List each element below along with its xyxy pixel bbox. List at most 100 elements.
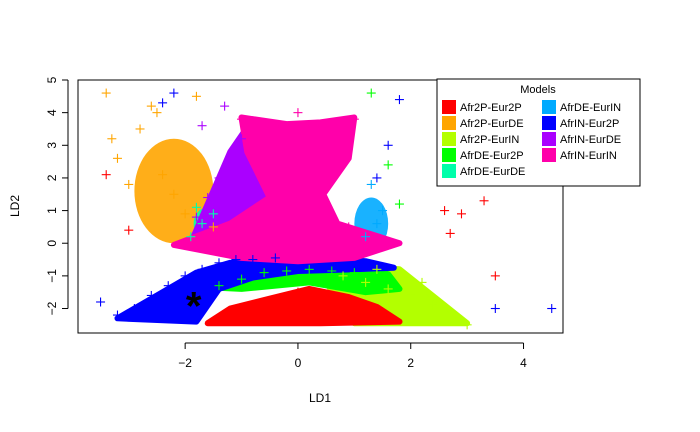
point-afr2p-eur2p xyxy=(338,300,348,310)
point-afrin-eur2p xyxy=(270,253,280,263)
y-tick-label: 4 xyxy=(45,109,59,116)
legend-swatch xyxy=(542,148,556,162)
point-afrde-eur2p xyxy=(214,281,224,291)
point-afr2p-eurde xyxy=(112,153,122,163)
y-tick-label: −2 xyxy=(45,301,59,315)
x-axis: −2 0 2 4 xyxy=(178,342,527,370)
point-afr2p-eurde xyxy=(208,222,218,232)
point-afr2p-eur2p xyxy=(378,307,388,317)
highlight-marker: * xyxy=(186,285,202,329)
legend-label: AfrIN-EurDE xyxy=(560,134,621,146)
legend-title: Models xyxy=(520,84,556,96)
point-afrin-eur2p xyxy=(180,271,190,281)
point-afrde-eur2p xyxy=(259,268,269,278)
point-afrde-eurin xyxy=(372,219,382,229)
point-afr2p-eur2p xyxy=(479,196,489,206)
legend-label: AfrIN-Eur2P xyxy=(560,118,619,130)
legend-label: AfrIN-EurIN xyxy=(560,150,617,162)
y-tick-label: 2 xyxy=(45,174,59,181)
point-afrin-eurin xyxy=(344,222,354,232)
point-afr2p-eur2p xyxy=(248,300,258,310)
point-afr2p-eur2p xyxy=(293,287,303,297)
legend-item-afrde-eurde: AfrDE-EurDE xyxy=(442,164,525,178)
point-afrde-eur2p xyxy=(282,266,292,276)
point-afr2p-eurin xyxy=(361,277,371,287)
point-afr2p-eurde xyxy=(101,88,111,98)
legend-label: Afr2P-EurIN xyxy=(460,134,519,146)
point-afrde-eurde xyxy=(191,202,201,212)
point-afr2p-eurde xyxy=(107,134,117,144)
point-afr2p-eurde xyxy=(146,101,156,111)
legend-swatch xyxy=(542,132,556,146)
point-afr2p-eurde xyxy=(180,209,190,219)
point-afrin-eurde xyxy=(220,101,230,111)
legend-swatch xyxy=(442,164,456,178)
point-afrde-eurde xyxy=(208,209,218,219)
point-afr2p-eurin xyxy=(383,284,393,294)
point-afrin-eur2p xyxy=(197,264,207,274)
legend-swatch xyxy=(442,132,456,146)
point-afrin-eurin xyxy=(293,108,303,118)
point-afr2p-eur2p xyxy=(124,225,134,235)
point-afrin-eurin xyxy=(327,238,337,248)
point-afrin-eurde xyxy=(197,121,207,131)
legend-swatch xyxy=(442,116,456,130)
point-afrin-eur2p xyxy=(547,304,557,314)
point-afrin-eurin xyxy=(259,238,269,248)
legend-label: AfrDE-Eur2P xyxy=(460,150,524,162)
legend: Models Afr2P-Eur2P Afr2P-EurDE Afr2P-EurIN… xyxy=(436,78,641,187)
point-afrin-eurde xyxy=(191,212,201,222)
point-afr2p-eurin xyxy=(406,290,416,300)
point-afr2p-eur2p xyxy=(445,228,455,238)
legend-item-afrin-eurde: AfrIN-EurDE xyxy=(542,132,621,146)
point-afr2p-eurde xyxy=(158,170,168,180)
point-afr2p-eurde xyxy=(135,124,145,134)
y-tick-label: 1 xyxy=(45,207,59,214)
legend-item-afrde-eurin: AfrDE-EurIN xyxy=(542,100,621,114)
point-afrin-eurin xyxy=(242,222,252,232)
point-afrin-eurde xyxy=(237,134,247,144)
y-tick-label: 0 xyxy=(45,240,59,247)
point-afrde-eurin xyxy=(378,206,388,216)
point-afr2p-eurin xyxy=(338,271,348,281)
point-afr2p-eur2p xyxy=(101,170,111,180)
point-afr2p-eurde xyxy=(191,91,201,101)
point-afrde-eurde xyxy=(186,232,196,242)
point-afr2p-eur2p xyxy=(316,297,325,307)
legend-swatch xyxy=(442,100,456,114)
x-tick-label: 2 xyxy=(407,356,414,370)
point-afrin-eurin xyxy=(321,124,331,134)
point-afrin-eurde xyxy=(203,193,213,203)
legend-swatch xyxy=(542,116,556,130)
point-afr2p-eur2p xyxy=(490,271,500,281)
point-afr2p-eur2p xyxy=(361,304,371,314)
legend-swatch xyxy=(542,100,556,114)
point-afrde-eur2p xyxy=(237,274,247,284)
point-afr2p-eurde xyxy=(169,189,179,199)
x-tick-label: −2 xyxy=(178,356,192,370)
point-afrin-eurin xyxy=(349,114,359,124)
point-afrde-eur2p xyxy=(349,268,359,278)
legend-item-afrde-eur2p: AfrDE-Eur2P xyxy=(442,148,524,162)
legend-box xyxy=(436,78,641,187)
point-afr2p-eurin xyxy=(440,304,450,314)
point-afrin-eur2p xyxy=(394,95,404,105)
point-afrde-eur2p xyxy=(366,88,376,98)
point-afrde-eurin xyxy=(366,179,376,189)
plot-region xyxy=(96,88,557,330)
plot-frame xyxy=(77,79,564,334)
y-tick-label: 5 xyxy=(45,76,59,83)
point-afr2p-eurin xyxy=(462,320,472,330)
point-afrin-eur2p xyxy=(214,258,224,268)
point-afrin-eur2p xyxy=(169,88,179,98)
point-afrin-eurin xyxy=(237,114,247,124)
point-afrin-eurin xyxy=(293,153,303,163)
y-axis-label: LD2 xyxy=(8,195,22,217)
x-tick-label: 4 xyxy=(520,356,527,370)
point-afrin-eur2p xyxy=(96,297,106,307)
x-axis-label: LD1 xyxy=(309,391,331,405)
point-afrde-eurde xyxy=(197,219,207,229)
point-afrin-eur2p xyxy=(158,98,168,108)
point-afrde-eurin xyxy=(361,232,371,242)
point-afrde-eur2p xyxy=(383,160,393,170)
